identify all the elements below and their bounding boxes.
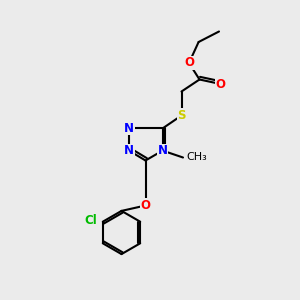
Text: S: S <box>177 109 186 122</box>
Text: N: N <box>158 144 168 157</box>
Text: N: N <box>124 144 134 157</box>
Text: O: O <box>215 77 226 91</box>
Text: CH₃: CH₃ <box>187 152 207 163</box>
Text: O: O <box>184 56 194 70</box>
Text: O: O <box>140 199 151 212</box>
Text: N: N <box>124 122 134 135</box>
Text: Cl: Cl <box>85 214 98 227</box>
